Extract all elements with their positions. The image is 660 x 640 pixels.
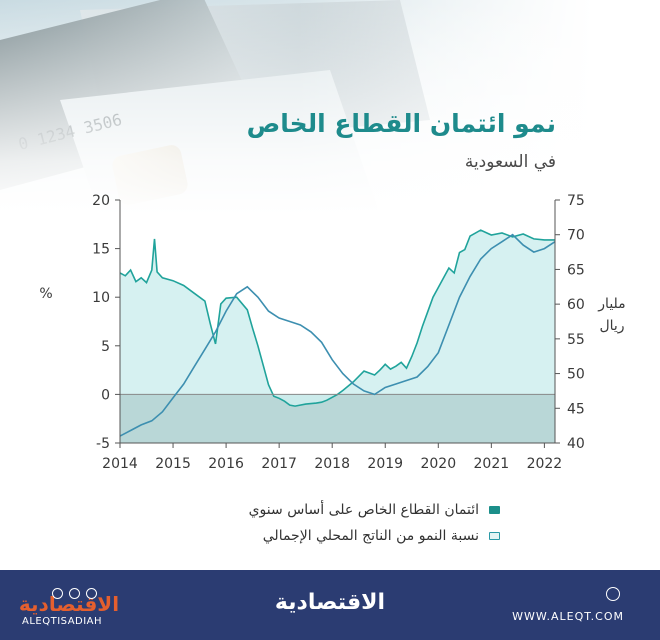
negative-band bbox=[120, 394, 555, 443]
right-tick-label: 75 bbox=[567, 193, 585, 209]
instagram-icon[interactable] bbox=[86, 588, 97, 599]
chart-subtitle: في السعودية bbox=[464, 152, 556, 172]
globe-icon bbox=[606, 587, 620, 601]
x-tick-label: 2019 bbox=[367, 456, 403, 472]
legend-swatch-filled bbox=[489, 506, 500, 514]
legend-item-credit: ائتمان القطاع الخاص على أساس سنوي bbox=[249, 497, 500, 523]
twitter-icon[interactable] bbox=[52, 588, 63, 599]
left-tick-label: 15 bbox=[92, 242, 110, 258]
series-line-credit-growth bbox=[119, 229, 555, 407]
hero-credit-cards-image: 0 1234 3506 bbox=[0, 0, 660, 215]
left-tick-label: -5 bbox=[96, 436, 110, 452]
x-tick-label: 2022 bbox=[527, 456, 563, 472]
x-tick-label: 2021 bbox=[474, 456, 510, 472]
footer-bar: الاقتصادية ALEQTISADIAH الاقتصادية WWW.A… bbox=[0, 570, 660, 640]
area-fill-credit-growth bbox=[120, 230, 555, 407]
footer-logo: الاقتصادية bbox=[18, 592, 120, 616]
footer-handle: ALEQTISADIAH bbox=[22, 616, 103, 627]
left-tick-label: 5 bbox=[101, 339, 110, 355]
x-tick-label: 2015 bbox=[155, 456, 191, 472]
title-block: نمو ائتمان القطاع الخاص في السعودية bbox=[247, 108, 556, 172]
right-tick-label: 65 bbox=[567, 262, 585, 278]
legend-swatch-outline bbox=[489, 532, 500, 540]
x-tick-label: 2014 bbox=[102, 456, 138, 472]
x-tick-label: 2017 bbox=[261, 456, 297, 472]
x-tick-label: 2016 bbox=[208, 456, 244, 472]
chart-title: نمو ائتمان القطاع الخاص bbox=[246, 109, 556, 138]
right-tick-label: 70 bbox=[567, 228, 585, 244]
right-tick-label: 50 bbox=[567, 367, 585, 383]
legend-label-credit: ائتمان القطاع الخاص على أساس سنوي bbox=[248, 502, 479, 518]
social-icons bbox=[52, 588, 97, 599]
right-tick-label: 60 bbox=[567, 297, 585, 313]
right-tick-label: 45 bbox=[567, 401, 585, 417]
chart-area: -5 0 5 10 15 20 40 45 50 55 60 65 70 75 2014 2015 2016 20… bbox=[39, 193, 625, 472]
right-axis-unit-line2: ريال bbox=[599, 318, 624, 334]
left-tick-label: 10 bbox=[92, 290, 110, 306]
series-line-gdp-ratio bbox=[119, 233, 556, 437]
left-axis-unit: % bbox=[39, 286, 52, 302]
legend: ائتمان القطاع الخاص على أساس سنوي نسبة ا… bbox=[249, 497, 500, 549]
footer-url[interactable]: WWW.ALEQT.COM bbox=[512, 610, 624, 623]
legend-label-gdp: نسبة النمو من الناتج المحلي الإجمالي bbox=[262, 528, 479, 544]
right-axis-unit-line1: مليار bbox=[597, 296, 625, 312]
x-tick-label: 2020 bbox=[420, 456, 456, 472]
left-tick-label: 20 bbox=[92, 193, 110, 209]
legend-item-gdp: نسبة النمو من الناتج المحلي الإجمالي bbox=[249, 523, 500, 549]
footer-brand: الاقتصادية bbox=[274, 590, 386, 615]
facebook-icon[interactable] bbox=[69, 588, 80, 599]
left-tick-label: 0 bbox=[101, 387, 110, 403]
x-tick-label: 2018 bbox=[314, 456, 350, 472]
right-tick-label: 40 bbox=[567, 436, 585, 452]
right-tick-label: 55 bbox=[567, 332, 585, 348]
